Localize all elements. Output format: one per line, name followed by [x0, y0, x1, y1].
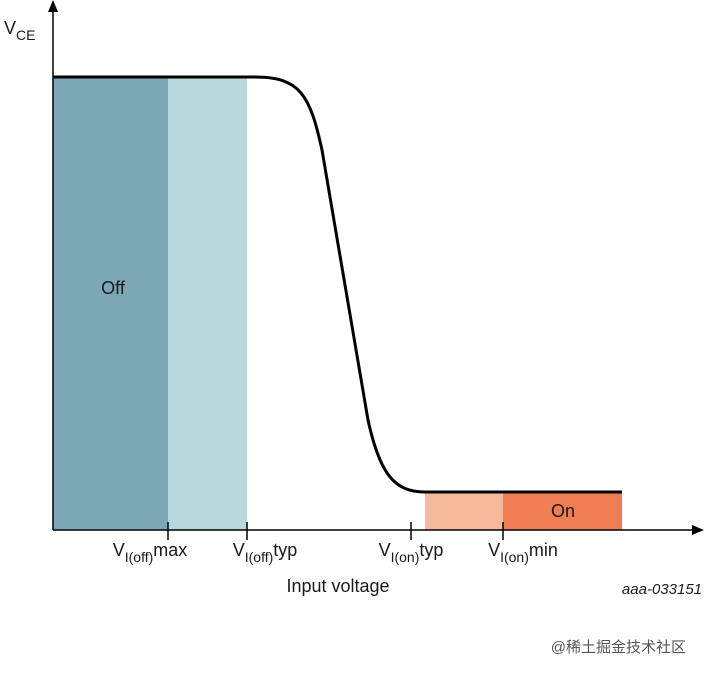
watermark: @稀土掘金技术社区: [551, 639, 686, 656]
off-region-typ: [168, 77, 247, 530]
tick-label: VI(on)min: [488, 540, 558, 565]
on-region-typ: [425, 492, 503, 530]
tick-label: VI(off)max: [113, 540, 188, 565]
on-region-min: [503, 492, 622, 530]
transfer-curve: [53, 75, 622, 494]
off-region-max: [53, 77, 168, 530]
tick-label: VI(on)typ: [379, 540, 444, 565]
figure-id: aaa-033151: [622, 581, 702, 598]
x-axis-label: Input voltage: [286, 576, 389, 596]
x-axis-arrow: [692, 525, 704, 535]
y-axis-arrow: [48, 0, 58, 12]
y-axis-label: VCE: [4, 18, 35, 43]
off-label: Off: [101, 278, 126, 298]
tick-label: VI(off)typ: [233, 540, 298, 565]
on-label: On: [551, 501, 575, 521]
